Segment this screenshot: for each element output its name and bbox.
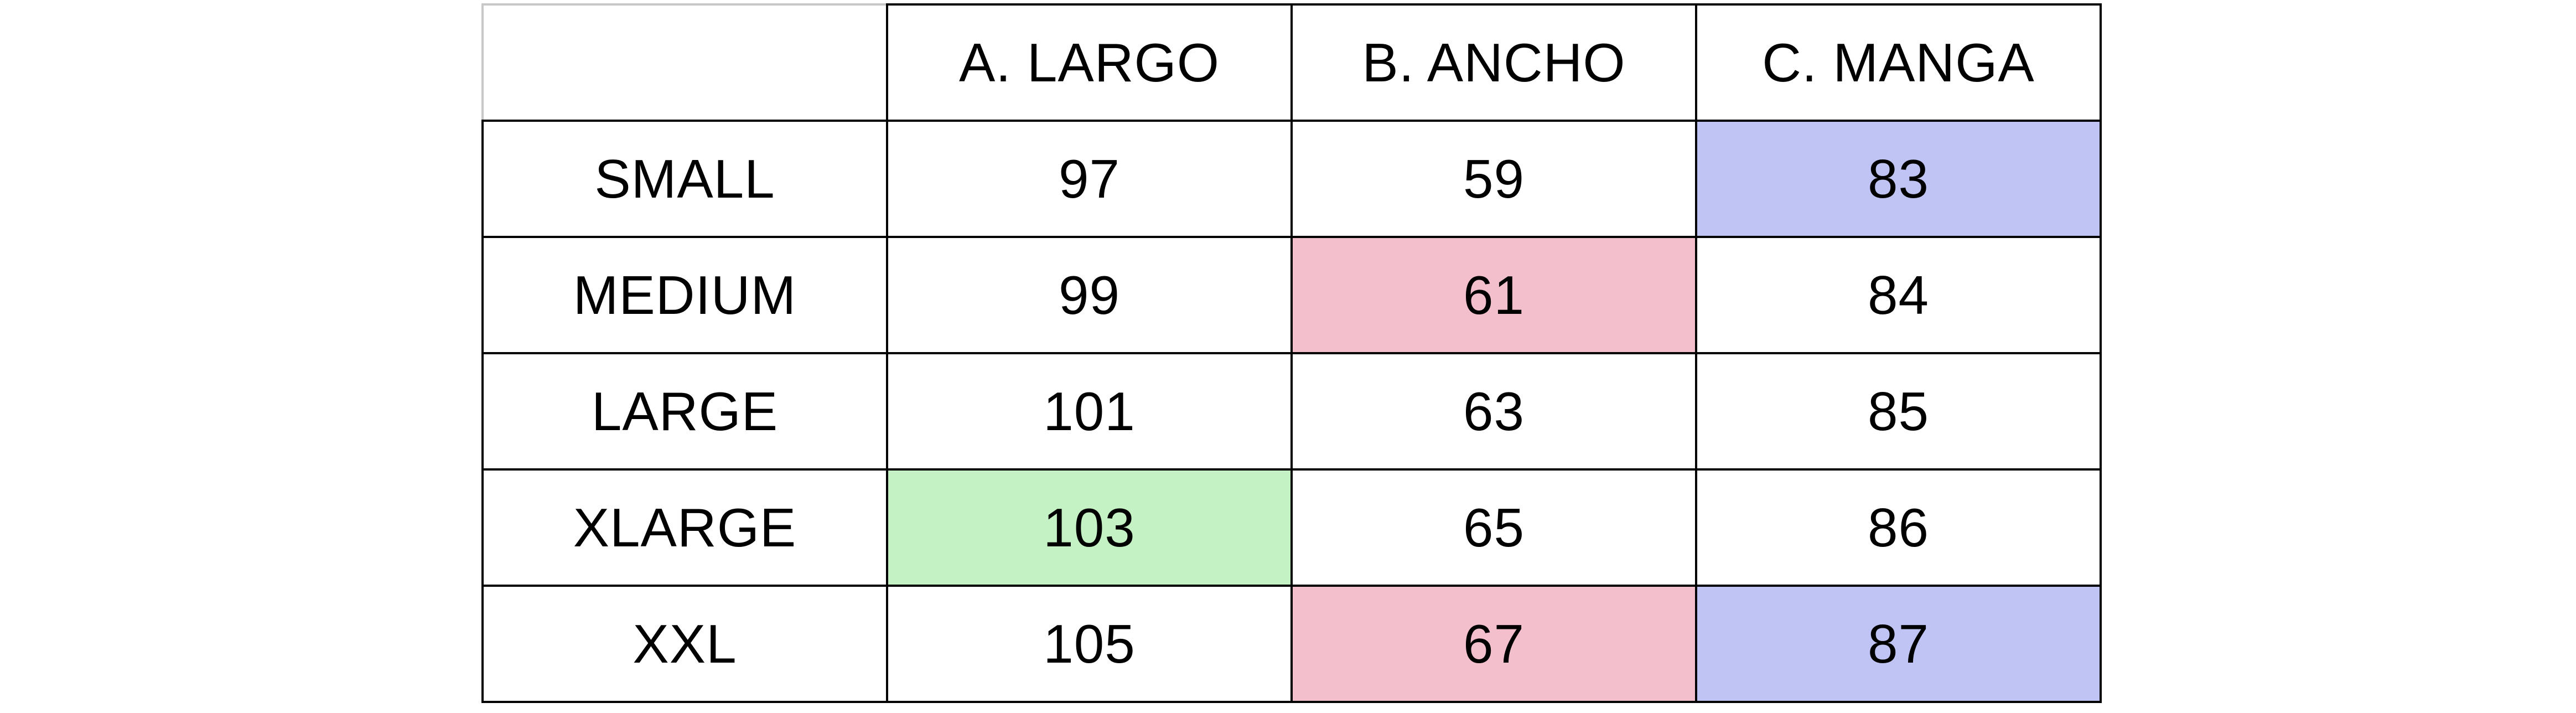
cell-xxl-ancho: 67 [1290, 585, 1697, 703]
size-chart-table: A. LARGO B. ANCHO C. MANGA SMALL 97 59 8… [481, 3, 2102, 703]
table-row: MEDIUM 99 61 84 [481, 236, 2102, 354]
cell-medium-manga: 84 [1695, 236, 2102, 354]
cell-xlarge-largo: 103 [886, 468, 1293, 587]
cell-xlarge-manga: 86 [1695, 468, 2102, 587]
cell-large-manga: 85 [1695, 352, 2102, 471]
size-label-small: SMALL [481, 120, 888, 238]
cell-xxl-largo: 105 [886, 585, 1293, 703]
cell-medium-largo: 99 [886, 236, 1293, 354]
table-row: SMALL 97 59 83 [481, 120, 2102, 238]
cell-large-largo: 101 [886, 352, 1293, 471]
cell-xxl-manga: 87 [1695, 585, 2102, 703]
header-largo: A. LARGO [886, 3, 1293, 122]
corner-header-cell [481, 3, 888, 122]
cell-xlarge-ancho: 65 [1290, 468, 1697, 587]
header-row: A. LARGO B. ANCHO C. MANGA [481, 3, 2102, 122]
cell-large-ancho: 63 [1290, 352, 1697, 471]
size-label-xlarge: XLARGE [481, 468, 888, 587]
table-row: XLARGE 103 65 86 [481, 468, 2102, 587]
size-label-xxl: XXL [481, 585, 888, 703]
cell-small-largo: 97 [886, 120, 1293, 238]
cell-medium-ancho: 61 [1290, 236, 1697, 354]
cell-small-ancho: 59 [1290, 120, 1697, 238]
header-ancho: B. ANCHO [1290, 3, 1697, 122]
cell-small-manga: 83 [1695, 120, 2102, 238]
size-label-medium: MEDIUM [481, 236, 888, 354]
table-row: XXL 105 67 87 [481, 585, 2102, 703]
header-manga: C. MANGA [1695, 3, 2102, 122]
size-label-large: LARGE [481, 352, 888, 471]
table-row: LARGE 101 63 85 [481, 352, 2102, 471]
